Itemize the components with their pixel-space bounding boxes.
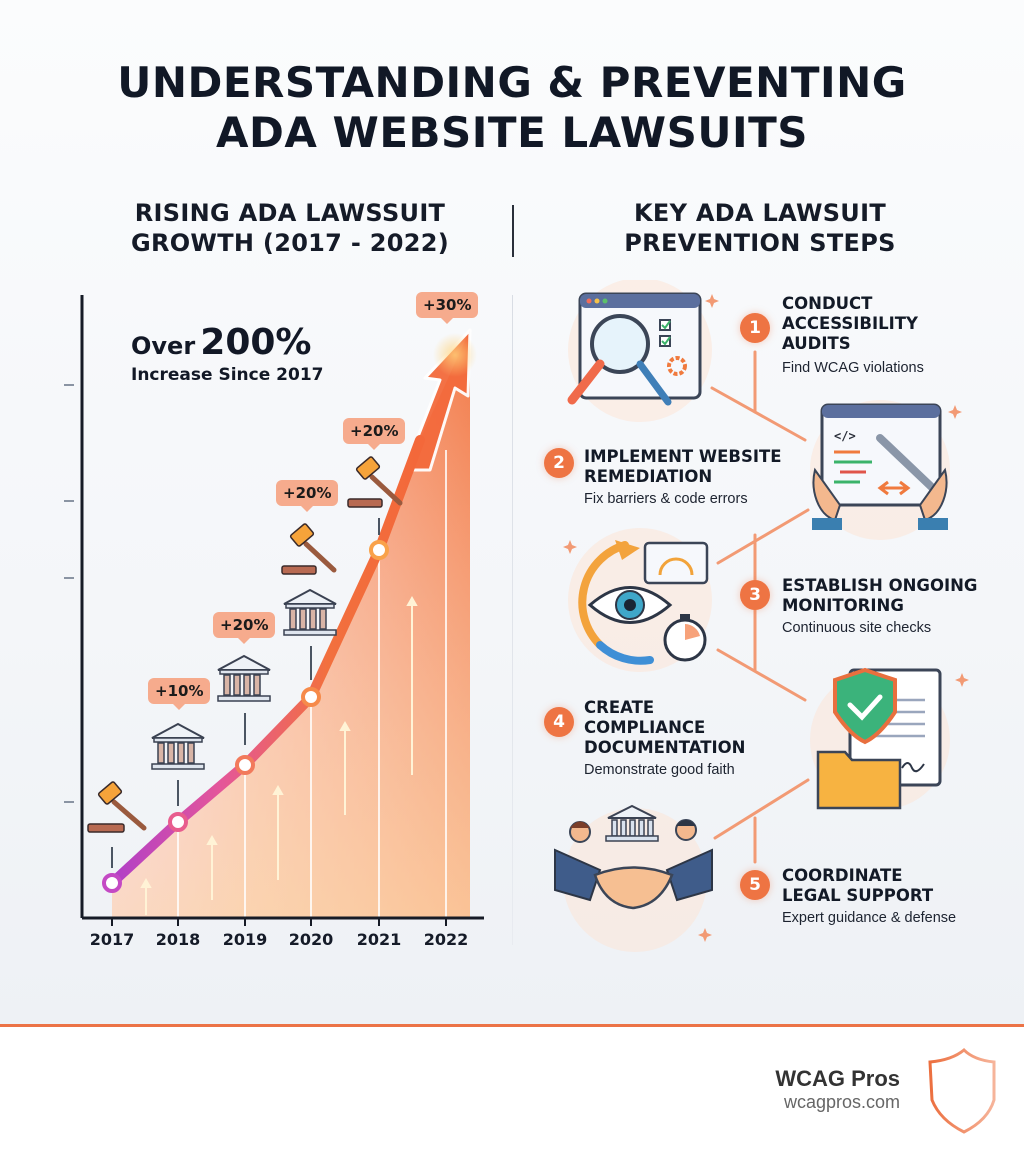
growth-badge-2019: +20% <box>213 612 276 644</box>
sparkle-icon <box>563 294 969 942</box>
step-2-title: IMPLEMENT WEBSITE REMEDIATION <box>584 447 782 486</box>
step-1-title: CONDUCT ACCESSIBILITY AUDITS <box>782 294 918 353</box>
svg-text:</>: </> <box>834 429 856 443</box>
x-label-2019: 2019 <box>222 930 268 949</box>
x-label-2021: 2021 <box>356 930 402 949</box>
footer-divider <box>0 1024 1024 1027</box>
courthouse-icon <box>283 588 337 636</box>
section-divider-body <box>512 295 513 945</box>
chart-title-line-1: RISING ADA LAWSSUIT <box>134 199 446 227</box>
title-line-2: ADA WEBSITE LAWSUITS <box>216 108 808 157</box>
brand-name: WCAG Pros <box>775 1066 900 1091</box>
growth-badge-2021: +20% <box>343 418 406 450</box>
x-label-2022: 2022 <box>423 930 469 949</box>
step-3-title: ESTABLISH ONGOING MONITORING <box>782 576 978 615</box>
step-3-number: 3 <box>740 580 770 610</box>
headline-prefix: Over <box>131 332 196 360</box>
magnifier-audit-icon <box>567 292 702 406</box>
steps-section-title: KEY ADA LAWSUIT PREVENTION STEPS <box>560 198 960 258</box>
section-divider <box>512 205 514 257</box>
x-label-2020: 2020 <box>288 930 334 949</box>
step-4-number: 4 <box>544 707 574 737</box>
growth-headline: Over 200% Increase Since 2017 <box>131 322 323 385</box>
chart-title-line-2: GROWTH (2017 - 2022) <box>130 229 450 257</box>
growth-badge-2020: +20% <box>276 480 339 512</box>
chart-section-title: RISING ADA LAWSSUIT GROWTH (2017 - 2022) <box>60 198 520 258</box>
step-2-number: 2 <box>544 448 574 478</box>
code-wrench-icon: </> <box>812 403 948 530</box>
growth-chart <box>64 295 484 926</box>
gavel-icon <box>87 781 147 833</box>
title-line-1: UNDERSTANDING & PREVENTING <box>117 58 907 107</box>
gavel-icon <box>347 456 403 508</box>
y-axis-ticks <box>64 384 74 803</box>
data-points <box>102 540 389 893</box>
step-1-description: Find WCAG violations <box>782 360 924 376</box>
step-5-number: 5 <box>740 870 770 900</box>
steps-connectors: </> <box>554 280 969 952</box>
steps-title-line-2: PREVENTION STEPS <box>624 229 896 257</box>
growth-badge-2022: +30% <box>416 292 479 324</box>
steps-title-line-1: KEY ADA LAWSUIT <box>634 199 886 227</box>
step-5-description: Expert guidance & defense <box>782 910 957 926</box>
step-5-title: COORDINATE LEGAL SUPPORT <box>782 866 934 905</box>
headline-subtitle: Increase Since 2017 <box>131 365 324 385</box>
gavel-icon <box>281 523 337 575</box>
mini-arrows-icon <box>140 595 418 915</box>
courthouse-icon <box>151 722 205 770</box>
x-label-2018: 2018 <box>155 930 201 949</box>
eye-monitoring-icon <box>578 540 709 665</box>
growth-line <box>107 435 425 888</box>
page-title: UNDERSTANDING & PREVENTING ADA WEBSITE L… <box>0 58 1024 158</box>
courthouse-icon <box>217 654 271 702</box>
x-label-2017: 2017 <box>89 930 135 949</box>
shield-logo-icon <box>928 1048 996 1134</box>
step-3-description: Continuous site checks <box>782 620 932 636</box>
shield-document-icon <box>816 667 942 810</box>
growth-badge-2018: +10% <box>148 678 211 710</box>
step-4-description: Demonstrate good faith <box>584 762 735 778</box>
step-2-description: Fix barriers & code errors <box>584 491 748 507</box>
step-1-number: 1 <box>740 313 770 343</box>
brand-url: wcagpros.com <box>783 1092 900 1112</box>
headline-value: 200% <box>200 322 312 363</box>
step-4-title: CREATE COMPLIANCE DOCUMENTATION <box>584 698 746 757</box>
drop-lines <box>177 450 447 918</box>
handshake-legal-icon <box>554 804 713 910</box>
